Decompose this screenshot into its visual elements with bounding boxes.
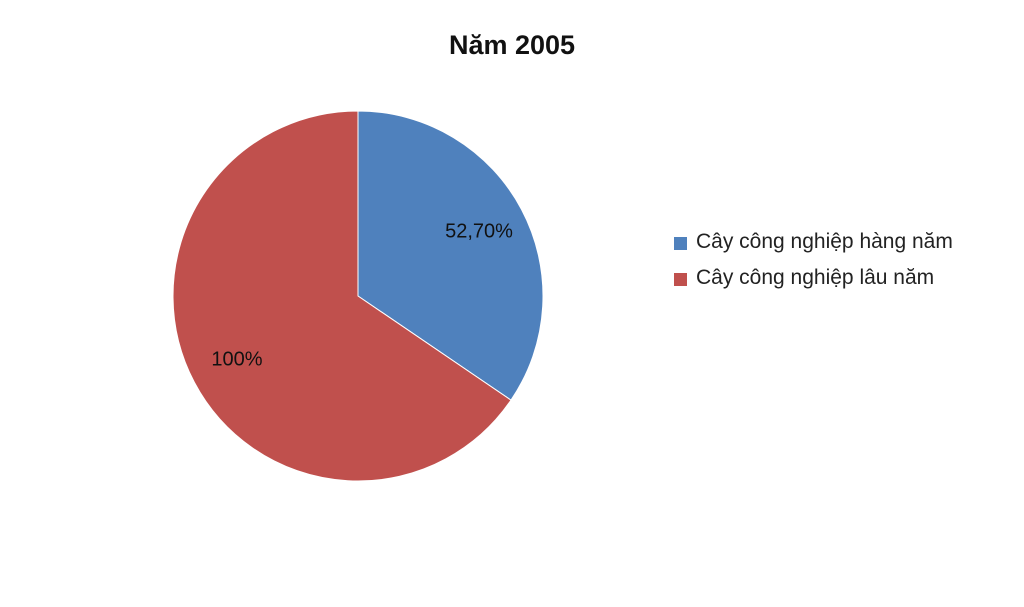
chart-title: Năm 2005 bbox=[449, 30, 575, 60]
legend-swatch bbox=[674, 237, 687, 250]
legend-label: Cây công nghiệp hàng năm bbox=[696, 230, 953, 253]
legend: Cây công nghiệp hàng năm Cây công nghiệp … bbox=[674, 228, 964, 300]
data-label: 52,70% bbox=[445, 220, 513, 242]
legend-item: Cây công nghiệp lâu năm bbox=[674, 264, 964, 292]
legend-swatch bbox=[674, 273, 687, 286]
data-label: 100% bbox=[211, 348, 262, 370]
legend-label: Cây công nghiệp lâu năm bbox=[696, 266, 935, 289]
legend-item: Cây công nghiệp hàng năm bbox=[674, 228, 964, 256]
pie-slice bbox=[357, 110, 544, 401]
pie-slice bbox=[172, 110, 512, 482]
